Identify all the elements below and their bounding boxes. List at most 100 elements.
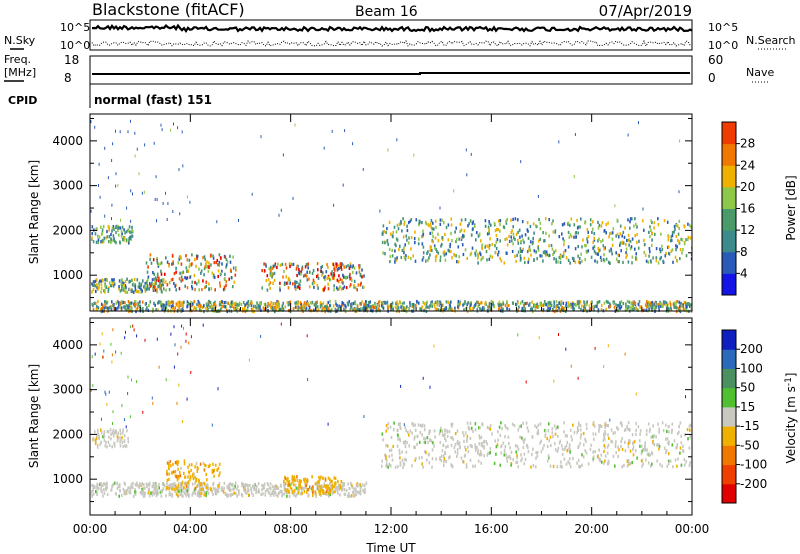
scatter-point (180, 482, 182, 486)
scatter-point (569, 233, 572, 237)
scatter-point (217, 488, 219, 492)
scatter-point (145, 283, 147, 288)
scatter-point (154, 278, 156, 282)
scatter-point (294, 280, 296, 284)
scatter-point (263, 262, 265, 266)
scatter-point (617, 454, 619, 458)
scatter-point (317, 276, 320, 280)
scatter-point (124, 444, 126, 448)
scatter-point (565, 347, 567, 351)
scatter-point (198, 494, 201, 498)
scatter-point (592, 305, 595, 309)
scatter-point (350, 306, 352, 310)
scatter-point (288, 480, 291, 484)
scatter-point (625, 304, 627, 308)
scatter-point (299, 283, 301, 287)
scatter-point (420, 235, 423, 239)
scatter-point (616, 232, 619, 236)
scatter-point (178, 476, 180, 480)
scatter-point (438, 432, 441, 436)
scatter-point (236, 494, 238, 498)
scatter-point (584, 220, 587, 224)
scatter-point (144, 338, 146, 342)
scatter-point (198, 478, 200, 482)
scatter-point (627, 133, 629, 137)
scatter-point (164, 304, 167, 308)
colorbar-tick-label: 50 (740, 381, 755, 395)
scatter-point (270, 306, 272, 310)
scatter-point (110, 307, 113, 311)
scatter-point (497, 430, 499, 434)
scatter-point (424, 437, 427, 441)
scatter-point (603, 449, 605, 453)
scatter-point (233, 308, 236, 312)
scatter-point (454, 443, 457, 447)
scatter-point (632, 448, 634, 452)
scatter-point (520, 160, 522, 164)
scatter-point (517, 308, 519, 312)
scatter-point (535, 224, 537, 228)
scatter-point (100, 482, 102, 486)
scatter-point (389, 425, 392, 429)
scatter-point (99, 279, 101, 283)
scatter-point (191, 253, 193, 257)
scatter-point (100, 310, 103, 314)
scatter-point (277, 308, 280, 312)
scatter-point (575, 231, 577, 235)
scatter-point (400, 308, 403, 312)
scatter-point (118, 304, 120, 308)
scatter-point (562, 250, 565, 254)
scatter-point (298, 286, 301, 290)
scatter-point (116, 435, 119, 439)
scatter-point (509, 456, 512, 460)
scatter-point (682, 248, 684, 252)
scatter-point (211, 470, 214, 475)
scatter-point (139, 300, 141, 304)
scatter-point (172, 300, 174, 304)
scatter-point (638, 300, 641, 304)
scatter-point (665, 450, 667, 454)
scatter-point (208, 265, 211, 269)
colorbar-cell (722, 122, 736, 145)
scatter-point (156, 256, 158, 261)
scatter-point (186, 305, 188, 309)
scatter-point (477, 261, 479, 265)
scatter-point (354, 286, 357, 290)
scatter-point (529, 248, 532, 252)
scatter-point (619, 301, 621, 305)
scatter-point (176, 478, 179, 482)
scatter-point (499, 256, 501, 261)
scatter-point (279, 288, 281, 292)
scatter-point (238, 219, 239, 222)
scatter-point (264, 262, 267, 267)
scatter-point (375, 306, 377, 310)
scatter-point (339, 277, 342, 281)
scatter-point (227, 301, 230, 305)
scatter-point (252, 493, 255, 498)
scatter-point (342, 302, 345, 306)
scatter-point (104, 284, 106, 288)
scatter-point (188, 493, 190, 497)
scatter-point (440, 458, 443, 463)
scatter-point (661, 304, 664, 308)
scatter-point (137, 289, 139, 294)
scatter-point (607, 433, 609, 437)
scatter-point (658, 308, 660, 312)
scatter-point (185, 339, 187, 343)
scatter-point (345, 305, 347, 309)
scatter-point (298, 271, 300, 275)
scatter-point (464, 300, 466, 304)
scatter-point (434, 255, 437, 259)
scatter-point (116, 482, 119, 486)
scatter-point (343, 265, 346, 269)
scatter-point (217, 274, 219, 279)
scatter-point (332, 490, 335, 494)
scatter-point (611, 231, 614, 235)
scatter-point (439, 456, 441, 460)
scatter-point (206, 478, 208, 482)
scatter-point (152, 286, 154, 291)
scatter-point (646, 448, 648, 452)
scatter-point (577, 421, 580, 425)
x-tick-label: 00:00 (675, 522, 710, 536)
